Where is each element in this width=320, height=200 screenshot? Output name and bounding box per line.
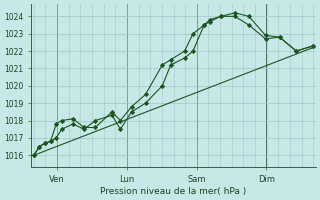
X-axis label: Pression niveau de la mer( hPa ): Pression niveau de la mer( hPa ) bbox=[100, 187, 247, 196]
